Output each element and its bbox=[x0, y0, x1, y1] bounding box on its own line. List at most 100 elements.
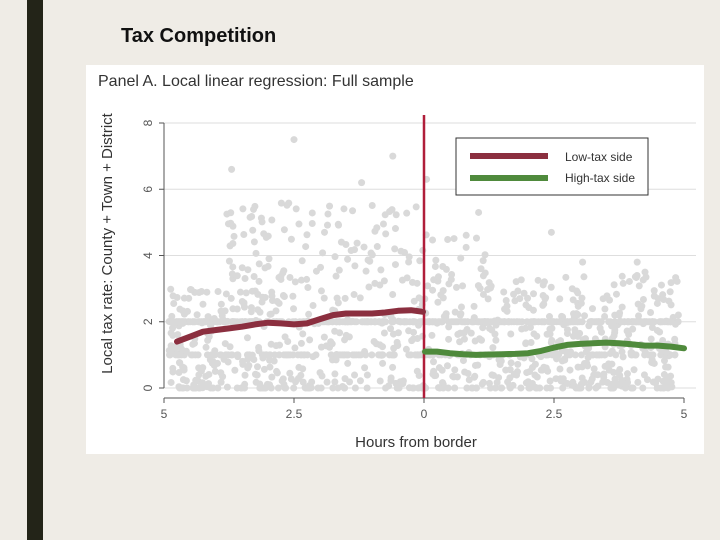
scatter-point bbox=[387, 325, 395, 333]
scatter-point bbox=[497, 384, 505, 392]
scatter-point bbox=[391, 261, 399, 269]
scatter-point bbox=[290, 136, 298, 144]
scatter-point bbox=[207, 322, 215, 330]
scatter-point bbox=[541, 318, 549, 326]
scatter-point bbox=[640, 371, 648, 379]
scatter-point bbox=[349, 207, 357, 215]
scatter-point bbox=[297, 339, 305, 347]
scatter-point bbox=[664, 363, 672, 371]
scatter-point bbox=[574, 363, 582, 371]
scatter-point bbox=[522, 324, 530, 332]
scatter-point bbox=[415, 351, 423, 359]
scatter-point bbox=[247, 304, 255, 312]
scatter-point bbox=[639, 295, 647, 303]
scatter-point bbox=[165, 351, 173, 359]
scatter-point bbox=[547, 338, 555, 346]
scatter-point bbox=[198, 287, 206, 295]
scatter-point bbox=[266, 310, 274, 318]
scatter-point bbox=[488, 326, 496, 334]
scatter-point bbox=[407, 351, 415, 359]
scatter-point bbox=[390, 344, 398, 352]
scatter-point bbox=[424, 318, 432, 326]
scatter-point bbox=[346, 378, 354, 386]
scatter-point bbox=[636, 318, 644, 326]
scatter-point bbox=[653, 326, 661, 334]
scatter-point bbox=[634, 378, 642, 386]
scatter-point bbox=[514, 360, 522, 368]
scatter-point bbox=[281, 384, 289, 392]
scatter-point bbox=[200, 318, 208, 326]
scatter-point bbox=[539, 281, 547, 289]
scatter-point bbox=[547, 228, 555, 236]
scatter-point bbox=[515, 318, 523, 326]
scatter-point bbox=[577, 384, 585, 392]
scatter-point bbox=[574, 289, 582, 297]
scatter-point bbox=[479, 257, 487, 265]
scatter-point bbox=[376, 341, 384, 349]
scatter-point bbox=[202, 343, 210, 351]
scatter-point bbox=[569, 378, 577, 386]
scatter-point bbox=[224, 351, 232, 359]
scatter-point bbox=[300, 351, 308, 359]
scatter-point bbox=[391, 225, 399, 233]
scatter-point bbox=[671, 351, 679, 359]
scatter-point bbox=[248, 287, 256, 295]
scatter-point bbox=[596, 324, 604, 332]
scatter-point bbox=[174, 331, 182, 339]
scatter-point bbox=[452, 318, 460, 326]
scatter-point bbox=[623, 375, 631, 383]
scatter-point bbox=[274, 384, 282, 392]
scatter-point bbox=[557, 377, 565, 385]
scatter-point bbox=[624, 318, 632, 326]
scatter-point bbox=[472, 234, 480, 242]
scatter-point bbox=[392, 211, 400, 219]
scatter-point bbox=[574, 311, 582, 319]
scatter-point bbox=[456, 329, 464, 337]
scatter-point bbox=[251, 202, 259, 210]
scatter-point bbox=[389, 363, 397, 371]
scatter-point bbox=[601, 305, 609, 313]
scatter-point bbox=[167, 342, 175, 350]
scatter-point bbox=[303, 231, 311, 239]
scatter-point bbox=[503, 302, 511, 310]
scatter-point bbox=[647, 335, 655, 343]
scatter-point bbox=[432, 256, 440, 264]
scatter-point bbox=[283, 351, 291, 359]
scatter-point bbox=[168, 312, 176, 320]
scatter-point bbox=[389, 291, 397, 299]
legend: Low-tax side High-tax side bbox=[455, 137, 649, 196]
scatter-point bbox=[652, 379, 660, 387]
scatter-point bbox=[608, 322, 616, 330]
scatter-point bbox=[528, 355, 536, 363]
scatter-point bbox=[347, 246, 355, 254]
scatter-point bbox=[379, 359, 387, 367]
scatter-point bbox=[285, 199, 293, 207]
scatter-point bbox=[674, 311, 682, 319]
scatter-point bbox=[249, 226, 257, 234]
scatter-point bbox=[530, 330, 538, 338]
scatter-point bbox=[500, 318, 508, 326]
scatter-point bbox=[234, 353, 242, 361]
scatter-point bbox=[170, 300, 178, 308]
scatter-point bbox=[641, 318, 649, 326]
scatter-point bbox=[286, 273, 294, 281]
x-tick-label: 2.5 bbox=[546, 407, 563, 421]
scatter-point bbox=[630, 366, 638, 374]
scatter-point bbox=[199, 379, 207, 387]
scatter-point bbox=[255, 347, 263, 355]
scatter-point bbox=[484, 295, 492, 303]
scatter-point bbox=[195, 371, 203, 379]
scatter-point bbox=[451, 384, 459, 392]
scatter-point bbox=[286, 369, 294, 377]
scatter-point bbox=[278, 377, 286, 385]
scatter-point bbox=[362, 351, 370, 359]
scatter-point bbox=[324, 210, 332, 218]
scatter-point bbox=[398, 276, 406, 284]
scatter-point bbox=[260, 365, 268, 373]
scatter-point bbox=[241, 380, 249, 388]
scatter-point bbox=[603, 292, 611, 300]
scatter-point bbox=[584, 362, 592, 370]
scatter-point bbox=[391, 245, 399, 253]
scatter-point bbox=[468, 318, 476, 326]
legend-label-low-tax: Low-tax side bbox=[565, 150, 633, 164]
